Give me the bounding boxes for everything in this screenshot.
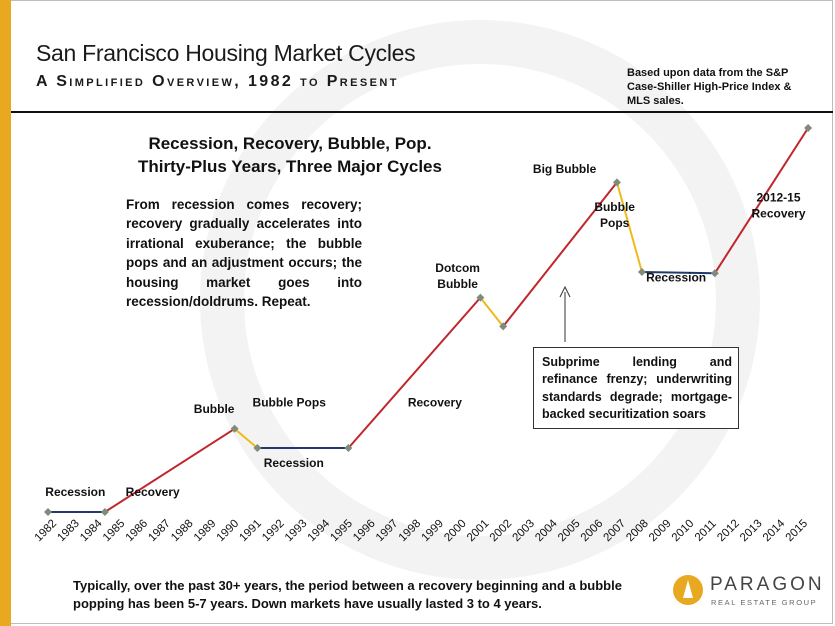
- segment-pop: [479, 296, 504, 328]
- chart-annotation: Recovery: [408, 395, 462, 409]
- x-tick-label: 1988: [169, 518, 196, 545]
- segment-recovery: [502, 181, 618, 328]
- x-tick-label: 2008: [624, 518, 651, 545]
- x-tick-label: 1998: [397, 518, 424, 545]
- x-tick-label: 1997: [374, 518, 401, 545]
- x-tick-label: 1987: [146, 518, 173, 545]
- cycle-description: From recession comes recovery; recovery …: [126, 197, 362, 310]
- page-title: San Francisco Housing Market Cycles: [36, 40, 416, 66]
- header-divider: [11, 111, 833, 113]
- data-point: [253, 444, 262, 452]
- data-point: [100, 508, 109, 516]
- segment-recovery: [104, 427, 236, 513]
- logo-a-shape: [683, 580, 693, 598]
- x-tick-label: 1994: [306, 517, 333, 544]
- x-tick-label: 2000: [442, 518, 469, 545]
- x-tick-label: 2005: [556, 518, 583, 545]
- logo-name: PARAGON: [710, 574, 825, 595]
- x-tick-label: 1992: [260, 518, 287, 545]
- chart-annotation: Recovery: [751, 207, 805, 221]
- x-tick-label: 2012: [715, 518, 742, 545]
- data-point: [230, 424, 239, 433]
- chart-annotations: Recession Recovery Bubble Bubble Pops Recess…: [45, 162, 806, 499]
- chart-segments: [48, 127, 809, 513]
- arrow-head: [559, 285, 571, 298]
- x-tick-label: 1986: [124, 518, 151, 545]
- x-tick-label: 1982: [33, 518, 60, 545]
- chart-annotation: Bubble: [437, 277, 478, 291]
- x-tick-label: 1984: [78, 517, 105, 544]
- page-subtitle: A Simplified Overview, 1982 to Present: [36, 73, 399, 90]
- x-tick-label: 1990: [215, 518, 242, 545]
- x-tick-label: 2002: [488, 518, 515, 545]
- x-tick-label: 1989: [192, 518, 219, 545]
- x-tick-label: 2006: [579, 518, 606, 545]
- x-tick-label: 1985: [101, 518, 128, 545]
- chart-annotation: Pops: [600, 216, 630, 230]
- x-tick-label: 2003: [510, 518, 537, 545]
- x-tick-label: 1993: [283, 518, 310, 545]
- x-tick-label: 2011: [693, 518, 719, 544]
- x-tick-label: 1995: [328, 518, 355, 545]
- source-note: Based upon data from the S&P Case-Shille…: [627, 67, 792, 107]
- segment-recovery: [713, 127, 809, 274]
- x-tick-label: 2010: [670, 518, 697, 545]
- chart-annotation: Big Bubble: [533, 162, 597, 176]
- chart-annotation: Recession: [264, 456, 324, 470]
- data-point: [637, 268, 646, 276]
- accent-bar: [0, 0, 11, 626]
- chart-annotation: Recovery: [126, 485, 180, 499]
- x-tick-label: 2004: [533, 517, 560, 544]
- chart-annotation: Dotcom: [435, 261, 480, 275]
- subprime-arrow: [559, 285, 571, 342]
- data-point: [499, 322, 508, 331]
- data-point: [804, 124, 813, 132]
- footer-note: Typically, over the past 30+ years, the …: [73, 578, 622, 611]
- x-tick-label: 2013: [738, 518, 765, 545]
- headline: Recession, Recovery, Bubble, Pop. Thirty…: [100, 132, 480, 178]
- x-tick-label: 2001: [465, 518, 492, 545]
- segment-recovery: [347, 296, 482, 449]
- x-tick-label: 1996: [351, 518, 378, 545]
- x-tick-label: 1999: [419, 518, 446, 545]
- chart-annotation: 2012-15: [756, 191, 800, 205]
- data-point: [612, 178, 621, 187]
- chart-annotation: Bubble: [594, 200, 635, 214]
- segment-pop: [615, 182, 643, 273]
- data-point: [476, 293, 485, 302]
- subprime-note-box: Subprime lending and refinance frenzy; u…: [533, 347, 739, 430]
- slide-frame: [11, 0, 833, 624]
- segment-pop: [233, 428, 259, 449]
- chart-annotation: Bubble Pops: [253, 395, 327, 409]
- chart-x-axis: 1982198319841985198619871988198919901991…: [33, 517, 811, 544]
- chart-annotation: Recession: [45, 485, 105, 499]
- x-tick-label: 2009: [647, 518, 674, 545]
- chart-points: [44, 124, 813, 516]
- x-tick-label: 2014: [761, 517, 788, 544]
- segment-recession: [641, 271, 715, 275]
- chart-annotation: Bubble: [194, 402, 235, 416]
- x-tick-label: 1983: [55, 518, 82, 545]
- data-point: [44, 508, 52, 516]
- x-tick-label: 1991: [237, 518, 264, 545]
- headline-line-2: Thirty-Plus Years, Three Major Cycles: [138, 157, 442, 176]
- x-tick-label: 2007: [602, 518, 629, 545]
- logo-tagline: REAL ESTATE GROUP: [711, 598, 818, 607]
- headline-line-1: Recession, Recovery, Bubble, Pop.: [148, 134, 432, 153]
- chart-annotation: Recession: [646, 271, 706, 285]
- x-tick-label: 2015: [784, 518, 811, 545]
- data-point: [344, 444, 353, 452]
- data-point: [710, 269, 719, 278]
